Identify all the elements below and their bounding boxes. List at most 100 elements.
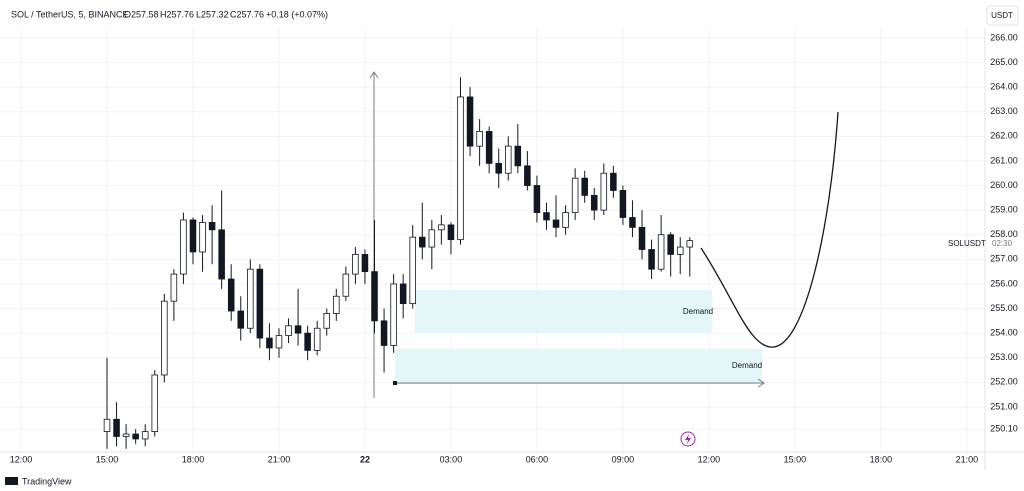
y-tick-label: 266.00: [990, 32, 1018, 42]
x-tick-label: 18:00: [182, 454, 205, 464]
candle-body: [237, 310, 245, 329]
candle-body: [543, 212, 550, 221]
price-tag-symbol: SOLUSDT: [948, 239, 986, 248]
y-tick-label: 263.00: [990, 106, 1018, 116]
candle-body: [552, 219, 560, 228]
candle-body: [533, 185, 541, 213]
candle-body: [141, 431, 149, 440]
candle-body: [466, 96, 474, 147]
ohlc-high: H257.76: [160, 9, 194, 19]
candle-body: [352, 254, 359, 275]
y-tick-label: 259.00: [990, 205, 1018, 215]
candle-body: [514, 145, 522, 167]
candle-body: [419, 236, 426, 248]
candle-body: [590, 194, 598, 211]
price-tag-countdown: 02:30: [992, 239, 1013, 248]
x-tick-label: 03:00: [440, 454, 463, 464]
y-tick-label: 256.00: [990, 278, 1018, 288]
y-tick-label: 251.00: [990, 401, 1018, 411]
candle-body: [399, 283, 407, 305]
candle-body: [285, 325, 292, 337]
candle-body: [189, 219, 197, 253]
candle-body: [294, 325, 302, 334]
x-tick-label: 06:00: [526, 454, 549, 464]
y-tick-label: 250.10: [990, 423, 1018, 433]
candle-body: [208, 222, 216, 231]
candle-body: [151, 374, 159, 432]
y-tick-label: 264.00: [990, 81, 1018, 91]
price-tag-box: [987, 237, 1019, 251]
candle-body: [333, 295, 340, 314]
x-tick-label: 15:00: [96, 454, 119, 464]
zone-label: Demand: [683, 307, 713, 316]
candle-body: [476, 130, 483, 147]
candle-body: [113, 418, 120, 437]
ohlc-low: L257.32: [196, 9, 229, 19]
candle-body: [686, 240, 694, 248]
demand-zone: [395, 349, 762, 384]
candle-body: [619, 190, 627, 218]
candle-body: [495, 162, 502, 174]
candle-body: [275, 335, 283, 349]
candle-body: [524, 165, 531, 186]
candle-body: [428, 229, 436, 248]
candle-body: [390, 283, 397, 346]
y-tick-label: 253.00: [990, 352, 1018, 362]
x-tick-label: 15:00: [784, 454, 807, 464]
candle-body: [227, 278, 235, 312]
candle-body: [562, 212, 569, 228]
candle-body: [571, 177, 579, 213]
y-tick-label: 254.00: [990, 328, 1018, 338]
candle-body: [438, 224, 445, 231]
y-tick-label: 255.00: [990, 303, 1018, 313]
anchor-point: [393, 381, 397, 385]
candle-body: [581, 177, 588, 196]
candle-body: [132, 433, 139, 440]
candle-body: [180, 219, 187, 275]
candle-body: [676, 246, 684, 255]
candle-body: [648, 249, 655, 270]
candle-body: [161, 300, 168, 376]
candle-body: [103, 418, 111, 432]
candle-body: [122, 433, 130, 437]
y-tick-label: 265.00: [990, 57, 1018, 67]
candle-body: [256, 268, 264, 339]
x-tick-label: 09:00: [612, 454, 635, 464]
candle-body: [657, 234, 665, 270]
candle-body: [323, 313, 331, 329]
x-tick-label: 12:00: [698, 454, 721, 464]
y-tick-label: 258.00: [990, 229, 1018, 239]
x-tick-label: 18:00: [870, 454, 893, 464]
x-tick-label: 12:00: [10, 454, 33, 464]
ohlc-open: O257.58: [124, 9, 159, 19]
candle-body: [371, 271, 378, 322]
arrow-head: [369, 71, 379, 79]
header-bar: [0, 0, 1024, 28]
candle-body: [667, 234, 674, 255]
x-tick-label: 21:00: [268, 454, 291, 464]
candle-body: [600, 172, 608, 211]
candle-body: [610, 172, 617, 191]
currency-button[interactable]: [986, 5, 1019, 26]
symbol-title: SOL / TetherUS, 5, BINANCE: [11, 9, 129, 19]
candle-body: [504, 145, 512, 174]
candle-body: [247, 268, 254, 329]
currency-label[interactable]: USDT: [991, 11, 1013, 20]
candle-body: [266, 337, 273, 349]
candle-body: [447, 224, 455, 241]
candle-body: [638, 226, 646, 250]
ohlc-change: +0.18 (+0.07%): [266, 9, 328, 19]
ohlc-close: C257.76: [230, 9, 264, 19]
candle-body: [380, 320, 388, 346]
y-tick-label: 262.00: [990, 131, 1018, 141]
candle-body: [218, 229, 225, 280]
zone-label: Demand: [732, 361, 762, 370]
candle-body: [313, 327, 321, 351]
candle-body: [342, 273, 350, 297]
brand-logo: [5, 477, 18, 485]
candle-body: [485, 130, 493, 164]
y-tick-label: 252.00: [990, 377, 1018, 387]
candle-body: [409, 236, 416, 305]
candle-body: [361, 254, 369, 273]
